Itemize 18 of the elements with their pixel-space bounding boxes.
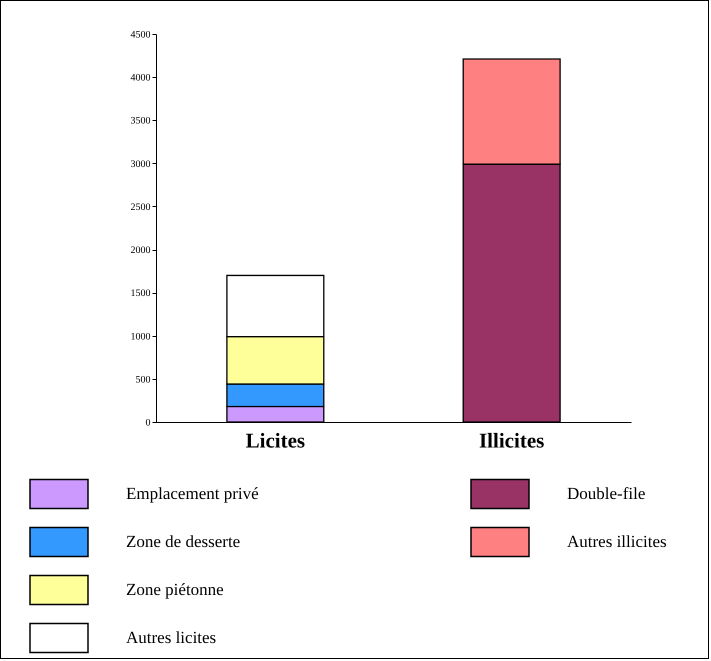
y-tick-label: 2000 [130, 245, 150, 256]
y-tick-label: 4500 [130, 30, 150, 40]
x-tick-label: Licites [246, 428, 306, 452]
legend-label: Double-file [567, 484, 646, 503]
legend-label: Autres illicites [567, 532, 667, 551]
legend-label: Emplacement privé [126, 484, 259, 503]
legend-label: Zone de desserte [126, 532, 240, 551]
legend-label: Zone piétonne [126, 580, 224, 599]
y-tick-label: 1000 [130, 331, 150, 342]
y-tick-label: 1500 [130, 288, 150, 300]
x-tick-label: Illicites [478, 428, 544, 452]
y-tick-label: 0 [146, 418, 150, 428]
y-tick-label: 4000 [130, 72, 150, 84]
y-tick-label: 2500 [130, 202, 150, 213]
y-tick-label: 3500 [130, 116, 150, 127]
legend-label: Autres licites [126, 628, 216, 647]
y-tick-label: 500 [136, 374, 150, 386]
y-tick-label: 3000 [130, 158, 150, 170]
